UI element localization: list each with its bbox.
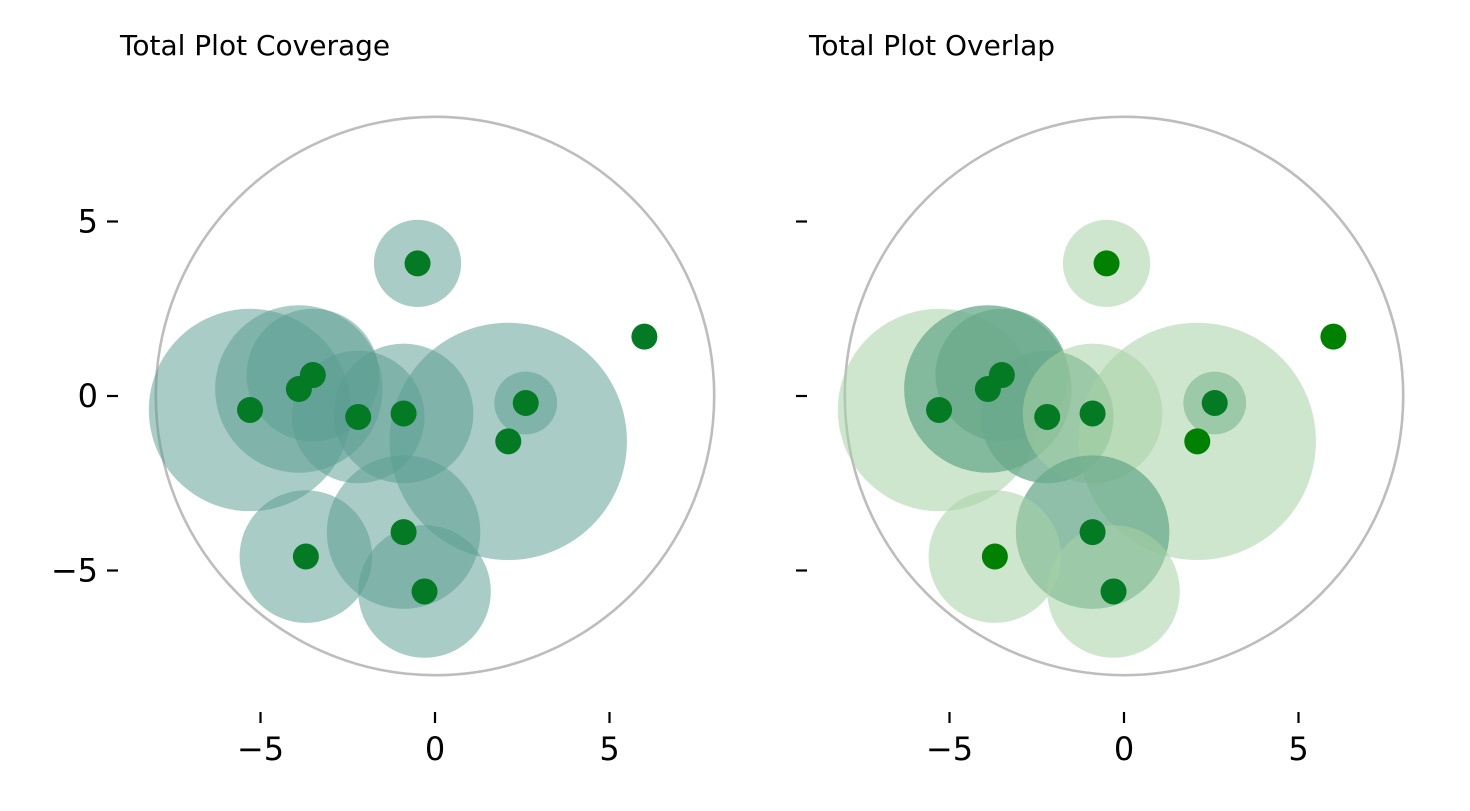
overlap-title: Total Plot Overlap: [808, 29, 1055, 62]
data-point: [1184, 428, 1211, 455]
y-tick-label: −5: [51, 552, 98, 590]
data-point: [390, 519, 417, 546]
coverage-axes: −5 0 5 5 0 −5: [51, 203, 620, 769]
coverage-plot-area: [148, 115, 716, 677]
data-point: [495, 428, 522, 455]
x-tick-label: 0: [425, 730, 445, 768]
data-point: [390, 400, 417, 427]
data-point: [926, 396, 953, 423]
x-tick-label: 5: [599, 730, 619, 768]
data-point: [292, 543, 319, 570]
overlap-panel: Total Plot Overlap −5 0 5: [796, 29, 1405, 768]
data-point: [411, 578, 438, 605]
data-point: [1079, 400, 1106, 427]
data-point: [237, 396, 264, 423]
data-point: [1079, 519, 1106, 546]
coverage-title: Total Plot Coverage: [119, 29, 390, 62]
x-tick-label: 0: [1114, 730, 1134, 768]
data-point: [1320, 323, 1347, 350]
data-point: [404, 250, 431, 277]
x-tick-label: 5: [1288, 730, 1308, 768]
data-point: [1100, 578, 1127, 605]
data-point: [988, 362, 1015, 389]
overlap-axes: −5 0 5: [796, 220, 1309, 768]
x-tick-label: −5: [237, 730, 284, 768]
data-point: [512, 389, 539, 416]
data-point: [981, 543, 1008, 570]
y-tick-label: 0: [78, 377, 98, 415]
data-point: [299, 362, 326, 389]
y-tick-label: 5: [78, 203, 98, 241]
data-point: [345, 403, 372, 430]
data-point: [1201, 389, 1228, 416]
data-point: [631, 323, 658, 350]
coverage-panel: Total Plot Coverage −5 0 5 5 0 −5: [51, 29, 716, 769]
x-tick-label: −5: [926, 730, 973, 768]
data-point: [1093, 250, 1120, 277]
overlap-plot-area: [837, 115, 1405, 677]
data-point: [1034, 403, 1061, 430]
